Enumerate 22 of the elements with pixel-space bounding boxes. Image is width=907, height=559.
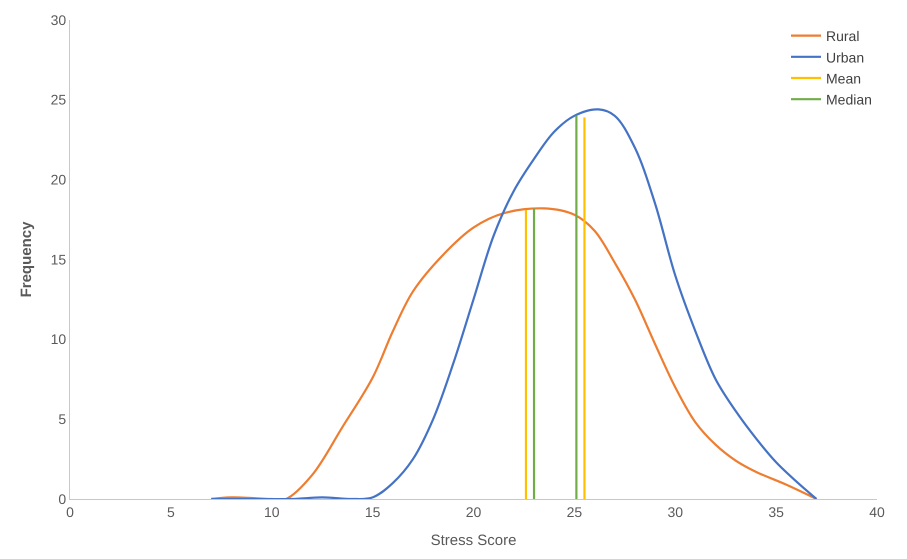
x-tick-label: 15: [364, 504, 381, 520]
line-series: [210, 108, 818, 499]
x-tick-label: 35: [768, 504, 784, 520]
y-tick-label: 0: [58, 490, 66, 507]
x-axis-title: Stress Score: [430, 532, 516, 549]
legend-label: Urban: [826, 49, 864, 66]
x-tick-label: 30: [667, 504, 684, 520]
x-tick-label: 40: [869, 504, 885, 520]
x-tick-label: 20: [466, 504, 482, 520]
y-tick-label: 25: [50, 92, 66, 108]
y-tick-label: 10: [50, 331, 66, 348]
y-axis-title: Frequency: [18, 220, 35, 298]
y-tick-label: 5: [58, 411, 66, 428]
x-tick-label: 10: [264, 504, 280, 520]
legend-label: Median: [826, 92, 872, 108]
legend-label: Mean: [826, 70, 862, 86]
legend-label: Rural: [826, 28, 860, 44]
x-tick-label: 25: [566, 504, 582, 520]
x-tick-label: 5: [166, 504, 175, 520]
y-tick-label: 20: [50, 172, 66, 188]
y-tick-label: 30: [50, 12, 66, 28]
y-tick-label: 15: [50, 251, 66, 268]
